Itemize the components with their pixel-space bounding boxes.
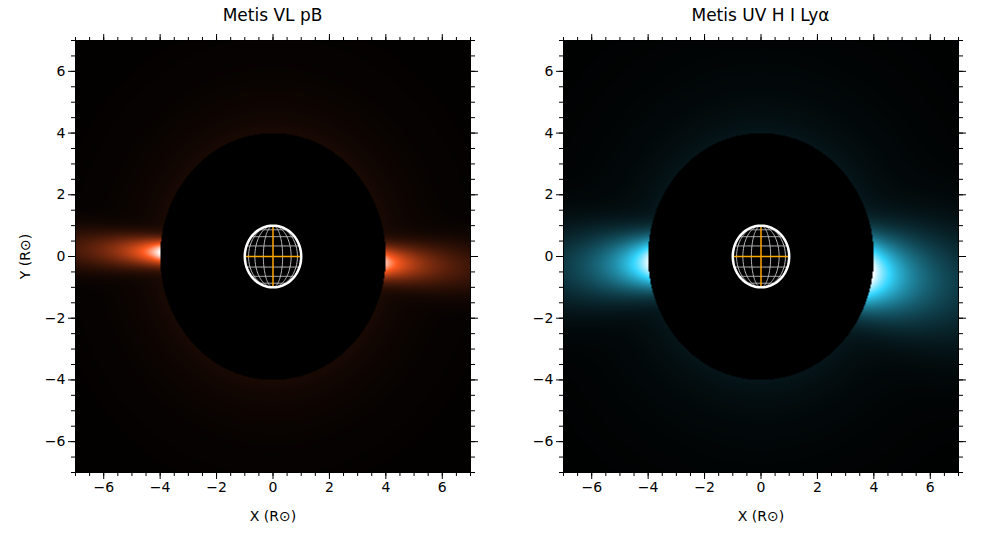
svg-text:2: 2	[813, 479, 822, 495]
svg-text:6: 6	[438, 479, 447, 495]
html-text:Metis VL pB: Metis VL pB	[222, 5, 323, 25]
svg-text:−6: −6	[45, 433, 66, 449]
svg-text:−4: −4	[638, 479, 659, 495]
html-text:Metis UV H I Lyα: Metis UV H I Lyα	[691, 5, 830, 25]
svg-text:0: 0	[545, 248, 554, 264]
svg-text:X (R⊙): X (R⊙)	[738, 508, 784, 524]
svg-text:−2: −2	[533, 310, 554, 326]
svg-text:4: 4	[381, 479, 390, 495]
svg-text:2: 2	[325, 479, 334, 495]
svg-text:−6: −6	[533, 433, 554, 449]
svg-text:−2: −2	[694, 479, 715, 495]
svg-text:0: 0	[57, 248, 66, 264]
svg-text:4: 4	[57, 125, 66, 141]
svg-text:−6: −6	[93, 479, 114, 495]
svg-text:6: 6	[57, 63, 66, 79]
svg-text:−2: −2	[45, 310, 66, 326]
svg-text:4: 4	[869, 479, 878, 495]
svg-text:0: 0	[269, 479, 278, 495]
svg-text:2: 2	[545, 186, 554, 202]
svg-text:−4: −4	[533, 371, 554, 387]
svg-text:2: 2	[57, 186, 66, 202]
svg-text:−2: −2	[206, 479, 227, 495]
svg-text:6: 6	[545, 63, 554, 79]
svg-text:−4: −4	[45, 371, 66, 387]
svg-text:Y (R⊙): Y (R⊙)	[17, 234, 33, 280]
svg-text:0: 0	[757, 479, 766, 495]
svg-text:6: 6	[926, 479, 935, 495]
svg-text:−6: −6	[581, 479, 602, 495]
svg-text:X (R⊙): X (R⊙)	[250, 508, 296, 524]
svg-text:−4: −4	[150, 479, 171, 495]
svg-text:4: 4	[545, 125, 554, 141]
